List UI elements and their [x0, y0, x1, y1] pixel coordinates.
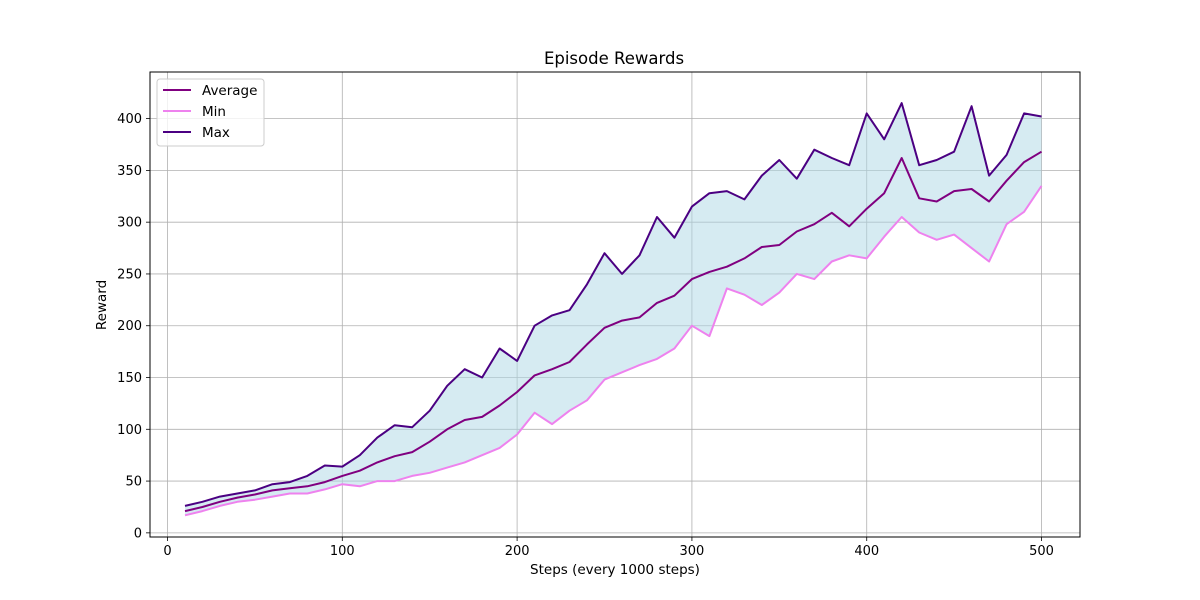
- axes-frame: [149, 71, 1081, 538]
- legend: Average Min Max: [156, 78, 265, 147]
- y-tick-label: 50: [125, 475, 142, 490]
- y-tick-label: 300: [117, 216, 142, 231]
- legend-label-average: Average: [202, 83, 257, 99]
- x-tick-label: 400: [854, 544, 879, 559]
- legend-box: [156, 78, 265, 147]
- plot-area: [184, 102, 1043, 517]
- x-axis: 0 100 200 300 400 500: [163, 537, 1054, 559]
- y-tick-label: 400: [117, 112, 142, 127]
- x-tick-label: 200: [505, 544, 530, 559]
- y-tick-label: 0: [134, 526, 142, 541]
- y-axis-label: Reward: [94, 280, 110, 330]
- chart-title: Episode Rewards: [544, 49, 684, 68]
- y-tick-label: 350: [117, 164, 142, 179]
- y-tick-label: 100: [117, 423, 142, 438]
- y-tick-label: 200: [117, 319, 142, 334]
- x-tick-label: 500: [1029, 544, 1054, 559]
- x-tick-label: 100: [330, 544, 355, 559]
- y-tick-label: 250: [117, 267, 142, 282]
- legend-label-max: Max: [202, 125, 230, 141]
- min-max-band: [185, 103, 1042, 516]
- legend-label-min: Min: [202, 104, 226, 120]
- y-axis: 0 50 100 150 200 250 300 350 400: [117, 112, 150, 541]
- y-tick-label: 150: [117, 371, 142, 386]
- series-line-min: [184, 185, 1043, 517]
- series-line-average: [184, 150, 1043, 513]
- x-tick-label: 300: [680, 544, 705, 559]
- series-line-max: [184, 102, 1042, 507]
- x-axis-label: Steps (every 1000 steps): [530, 562, 700, 578]
- x-tick-label: 0: [163, 544, 171, 559]
